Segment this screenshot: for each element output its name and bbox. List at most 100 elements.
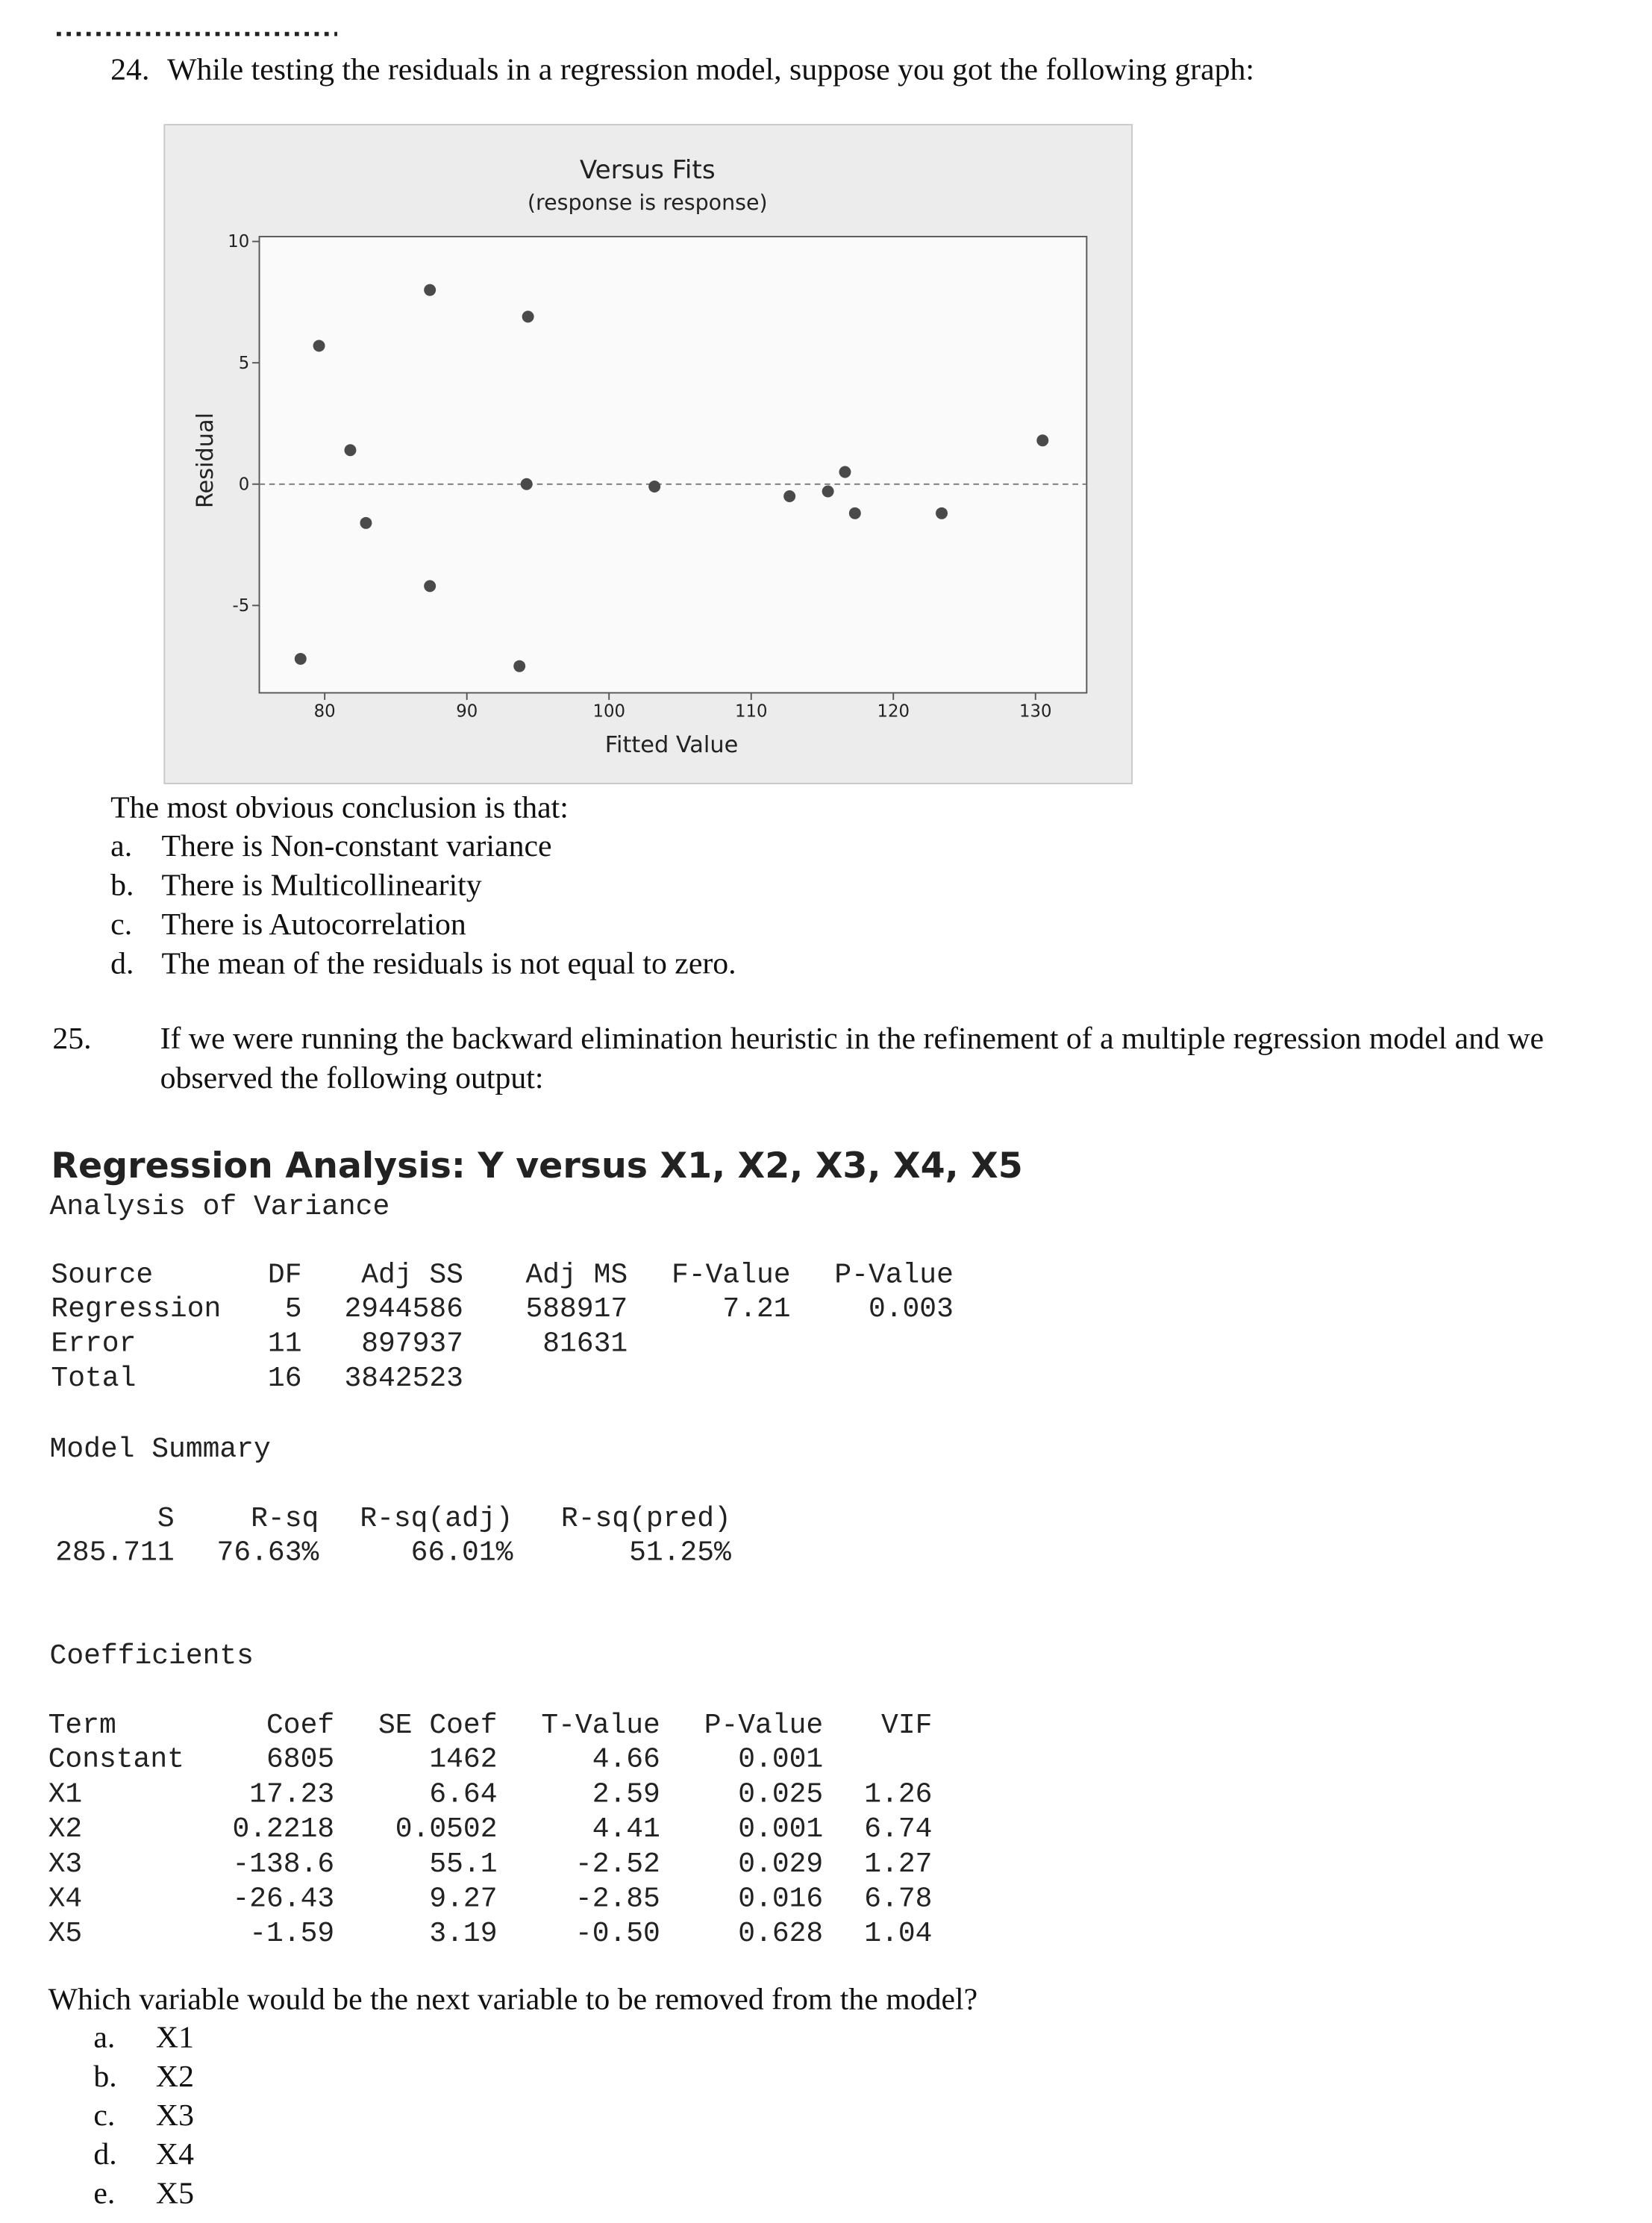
table-cell: 3.19 <box>429 1918 497 1950</box>
option-text: There is Non-constant variance <box>162 829 552 863</box>
column-header: Adj SS <box>361 1259 463 1291</box>
table-cell: 0.001 <box>738 1744 823 1776</box>
question-number: 25. <box>52 1022 91 1056</box>
y-tick-label: 5 <box>239 354 249 373</box>
table-cell: 6.78 <box>864 1883 932 1915</box>
table-cell: 0.003 <box>869 1293 954 1325</box>
option-text: X4 <box>156 2137 194 2172</box>
data-point <box>1036 434 1049 447</box>
column-header: P-Value <box>704 1710 823 1742</box>
option-letter: c. <box>93 2098 115 2133</box>
option-letter: c. <box>110 907 132 942</box>
table-cell: -138.6 <box>232 1848 334 1880</box>
table-cell: Total <box>51 1363 136 1395</box>
table-cell: X4 <box>49 1883 83 1915</box>
table-cell: 6.64 <box>429 1778 497 1810</box>
data-point <box>520 478 533 490</box>
table-cell: -1.59 <box>249 1918 334 1950</box>
question-number: 24. <box>110 52 149 87</box>
table-cell: 6.74 <box>864 1813 932 1845</box>
column-header: Coef <box>266 1710 334 1742</box>
x-tick-label: 100 <box>592 702 625 722</box>
table-cell: 285.711 <box>55 1536 175 1569</box>
data-point <box>313 340 325 352</box>
option-text: There is Multicollinearity <box>162 868 482 902</box>
option-text: X3 <box>156 2098 194 2133</box>
table-cell: 2944586 <box>344 1293 463 1325</box>
y-tick-label: 0 <box>239 475 249 494</box>
option-letter: d. <box>110 947 134 981</box>
table-heading: Analysis of Variance <box>50 1191 390 1223</box>
output-title: Regression Analysis: Y versus X1, X2, X3… <box>51 1145 1022 1186</box>
option-text: The mean of the residuals is not equal t… <box>162 947 736 981</box>
table-cell: 1462 <box>429 1744 497 1776</box>
table-cell: 81631 <box>542 1328 628 1360</box>
column-header: P-Value <box>834 1259 954 1291</box>
column-header: R-sq <box>251 1503 319 1535</box>
data-point <box>648 481 661 493</box>
x-tick-label: 130 <box>1019 702 1051 722</box>
table-cell: 9.27 <box>429 1883 497 1915</box>
table-cell: 897937 <box>361 1328 463 1360</box>
table-cell: X2 <box>49 1813 83 1845</box>
data-point <box>848 507 861 519</box>
table-cell: 5 <box>285 1293 302 1325</box>
question-prompt: Which variable would be the next variabl… <box>49 1982 978 2016</box>
data-point <box>822 485 834 498</box>
table-cell: -26.43 <box>232 1883 334 1915</box>
table-cell: 0.029 <box>738 1848 823 1880</box>
question-text: While testing the residuals in a regress… <box>167 52 1254 87</box>
column-header: F-Value <box>672 1259 790 1291</box>
y-tick-label: -5 <box>233 596 250 616</box>
table-cell: 0.025 <box>738 1778 823 1810</box>
table-cell: 2.59 <box>592 1778 660 1810</box>
table-cell: 1.04 <box>864 1918 932 1950</box>
column-header: Source <box>51 1259 153 1291</box>
data-point <box>936 507 948 519</box>
option-text: X2 <box>156 2060 194 2094</box>
table-heading: Model Summary <box>50 1433 271 1466</box>
data-point <box>424 284 437 296</box>
column-header: T-Value <box>541 1710 660 1742</box>
data-point <box>424 580 437 593</box>
table-cell: 0.628 <box>738 1918 823 1950</box>
column-header: SE Coef <box>378 1710 497 1742</box>
question-prompt: The most obvious conclusion is that: <box>110 791 569 825</box>
table-cell: Regression <box>51 1293 221 1325</box>
y-tick-label: 10 <box>228 232 249 251</box>
option-text: X1 <box>156 2021 194 2055</box>
option-text: There is Autocorrelation <box>162 907 466 942</box>
chart-subtitle: (response is response) <box>528 190 768 215</box>
table-cell: 6805 <box>266 1744 334 1776</box>
table-cell: -0.50 <box>575 1918 660 1950</box>
question-text: If we were running the backward eliminat… <box>160 1022 1544 1056</box>
x-tick-label: 90 <box>456 702 478 722</box>
table-cell: 51.25% <box>629 1536 731 1569</box>
data-point <box>522 310 534 323</box>
table-cell: Error <box>51 1328 136 1360</box>
table-cell: 0.001 <box>738 1813 823 1845</box>
option-letter: b. <box>93 2060 116 2094</box>
column-header: VIF <box>881 1710 932 1742</box>
table-cell: 11 <box>268 1328 302 1360</box>
option-letter: b. <box>110 868 134 902</box>
table-cell: 17.23 <box>249 1778 334 1810</box>
column-header: Adj MS <box>525 1259 628 1291</box>
x-axis-label: Fitted Value <box>605 732 738 758</box>
table-cell: 55.1 <box>429 1848 497 1880</box>
option-letter: d. <box>93 2137 116 2172</box>
table-cell: 1.27 <box>864 1848 932 1880</box>
x-tick-label: 120 <box>877 702 910 722</box>
column-header: R-sq(adj) <box>360 1503 513 1535</box>
option-letter: a. <box>110 829 132 863</box>
table-cell: Constant <box>49 1744 184 1776</box>
data-point <box>344 444 357 457</box>
table-cell: 0.016 <box>738 1883 823 1915</box>
x-tick-label: 110 <box>735 702 767 722</box>
chart-title: Versus Fits <box>580 155 716 185</box>
column-header: R-sq(pred) <box>561 1503 731 1535</box>
data-point <box>839 466 851 478</box>
table-cell: 0.0502 <box>395 1813 498 1845</box>
data-point <box>294 652 307 665</box>
